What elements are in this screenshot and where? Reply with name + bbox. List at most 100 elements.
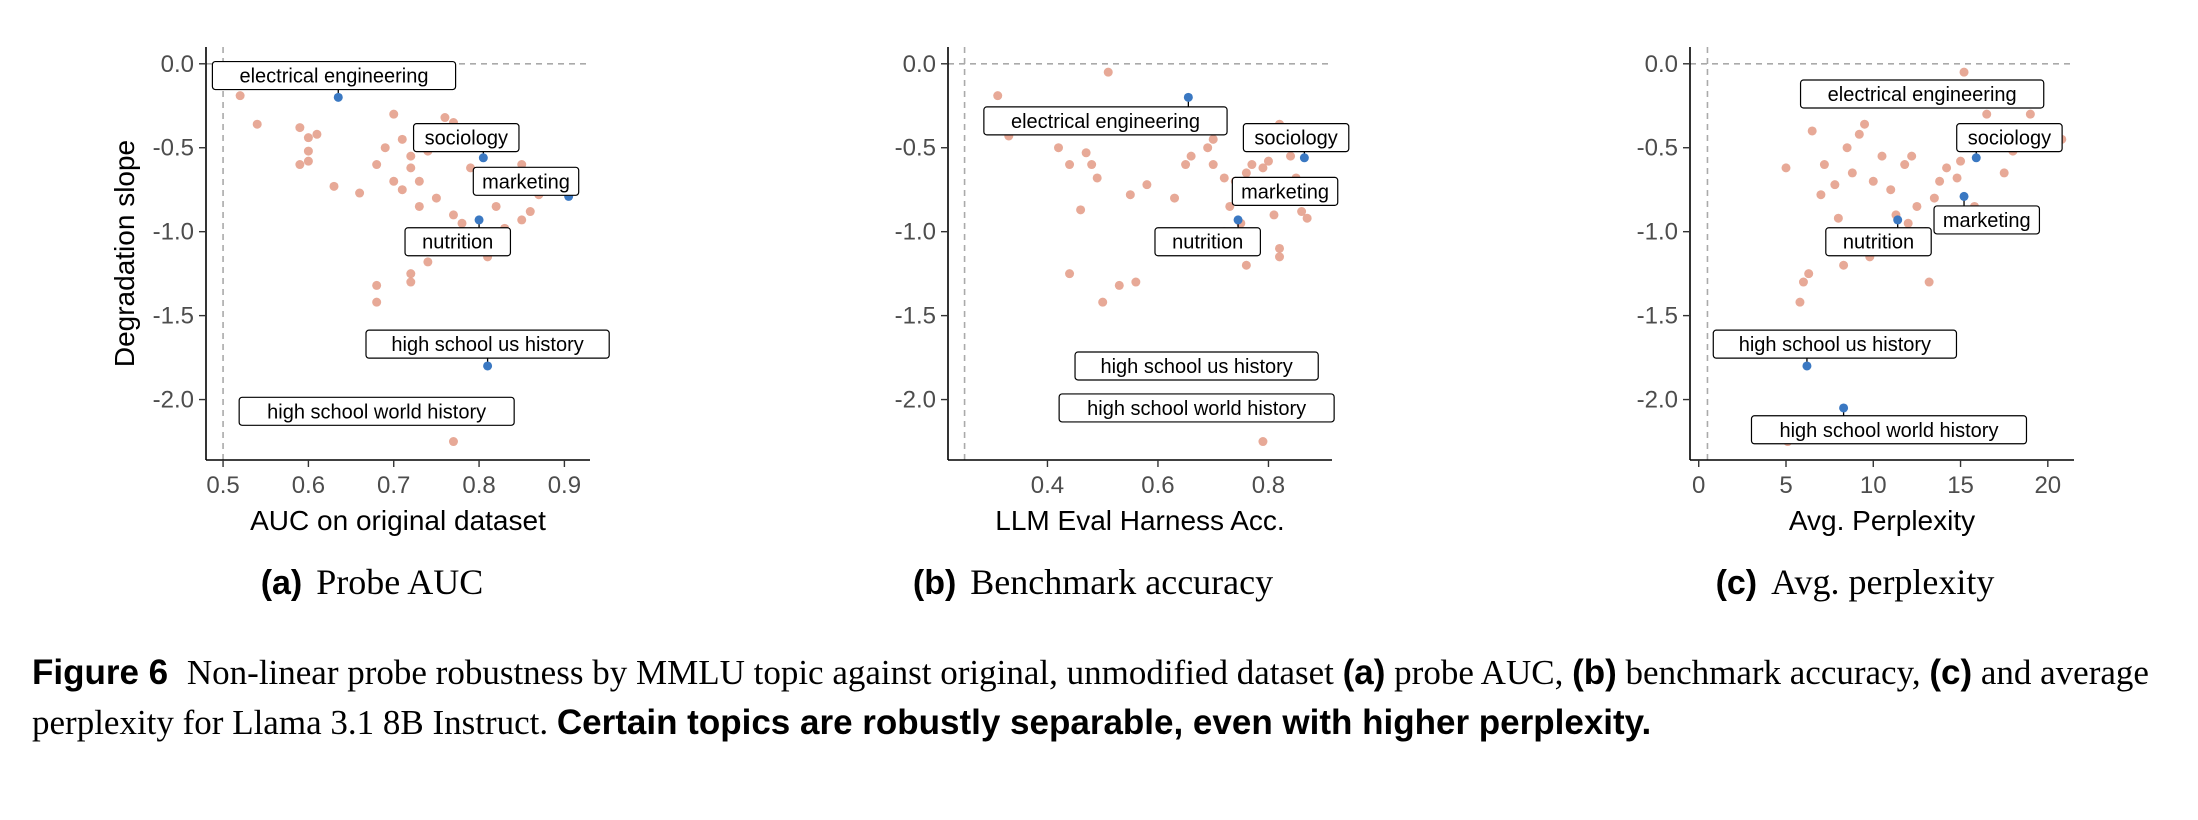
scatter-point bbox=[1258, 163, 1268, 173]
highlight-point bbox=[1299, 153, 1309, 163]
scatter-point bbox=[1286, 151, 1296, 161]
highlight-label-box bbox=[1956, 123, 2063, 153]
scatter-point bbox=[1816, 190, 1826, 200]
highlight-point bbox=[483, 361, 493, 371]
subcaption-letter: (a) bbox=[261, 564, 303, 602]
y-tick-label: -1.5 bbox=[1637, 303, 1678, 330]
x-tick-label: 15 bbox=[1947, 472, 1974, 499]
subcaption: (a) Probe AUC bbox=[261, 562, 484, 602]
y-tick-label: -1.0 bbox=[153, 219, 194, 246]
scatter-point bbox=[1819, 160, 1829, 170]
subcaption-letter: (b) bbox=[913, 564, 956, 602]
figure-caption: Figure 6 Non-linear probe robustness by … bbox=[32, 648, 2166, 748]
scatter-point bbox=[1275, 252, 1285, 262]
highlight-label: electrical engineering bbox=[1828, 84, 2017, 106]
y-tick-label: -0.5 bbox=[153, 135, 194, 162]
scatter-point bbox=[1952, 173, 1962, 183]
scatter-point bbox=[1877, 151, 1887, 161]
scatter-point bbox=[1935, 176, 1945, 186]
x-tick-label: 0.8 bbox=[1252, 472, 1285, 499]
scatter-point bbox=[1065, 160, 1075, 170]
scatter-point bbox=[252, 119, 262, 129]
highlight-label-box bbox=[983, 106, 1228, 136]
y-tick-label: -2.0 bbox=[153, 387, 194, 414]
highlight-label: high school us history bbox=[1100, 356, 1292, 378]
y-tick-label: -1.5 bbox=[895, 303, 936, 330]
scatter-point bbox=[1225, 201, 1235, 211]
y-tick-label: -0.5 bbox=[1637, 135, 1678, 162]
scatter-point bbox=[993, 91, 1003, 101]
highlight-label: high school us history bbox=[1739, 334, 1931, 356]
highlight-label: nutrition bbox=[1843, 232, 1914, 254]
scatter-point bbox=[414, 201, 424, 211]
scatter-point bbox=[1907, 151, 1917, 161]
highlight-label: high school world history bbox=[267, 401, 486, 423]
scatter-point bbox=[1924, 277, 1934, 287]
scatter-point bbox=[1065, 269, 1075, 279]
x-axis-title: LLM Eval Harness Acc. bbox=[995, 505, 1284, 536]
scatter-point bbox=[1170, 193, 1180, 203]
scatter-point bbox=[1868, 176, 1878, 186]
highlight-point bbox=[1802, 361, 1812, 371]
x-axis-title: AUC on original dataset bbox=[250, 505, 546, 536]
scatter-point bbox=[1886, 185, 1896, 195]
scatter-point bbox=[1076, 205, 1086, 215]
scatter-point bbox=[397, 134, 407, 144]
highlight-label-box bbox=[1750, 415, 2028, 445]
scatter-point bbox=[1275, 243, 1285, 253]
scatter-point bbox=[1247, 160, 1257, 170]
highlight-label: marketing bbox=[1943, 210, 2031, 232]
scatter-point bbox=[1103, 67, 1113, 77]
highlight-label: electrical engineering bbox=[239, 66, 428, 88]
highlight-label-box bbox=[1058, 393, 1335, 423]
scatter-point bbox=[1219, 173, 1229, 183]
highlight-point bbox=[478, 153, 488, 163]
scatter-point bbox=[1929, 193, 1939, 203]
highlight-label-box bbox=[1231, 176, 1339, 206]
scatter-point bbox=[1900, 160, 1910, 170]
y-tick-label: -1.5 bbox=[153, 303, 194, 330]
scatter-point bbox=[1842, 143, 1852, 153]
highlight-label: nutrition bbox=[1172, 232, 1243, 254]
scatter-point bbox=[1098, 297, 1108, 307]
scatter-point bbox=[389, 109, 399, 119]
scatter-point bbox=[1999, 168, 2009, 178]
highlight-label-box bbox=[1074, 351, 1319, 381]
subcaption-text: Benchmark accuracy bbox=[970, 562, 1273, 602]
highlight-label-box bbox=[365, 329, 610, 359]
x-tick-label: 0.4 bbox=[1031, 472, 1064, 499]
scatter-point bbox=[406, 163, 416, 173]
highlight-label: sociology bbox=[425, 128, 508, 150]
x-tick-label: 5 bbox=[1779, 472, 1792, 499]
highlight-label-box bbox=[412, 123, 520, 153]
scatter-point bbox=[1125, 190, 1135, 200]
x-tick-label: 0.8 bbox=[462, 472, 495, 499]
subcaption: (c) Avg. perplexity bbox=[1716, 562, 1995, 602]
scatter-point bbox=[1847, 168, 1857, 178]
scatter-point bbox=[372, 280, 382, 290]
scatter-point bbox=[525, 207, 535, 217]
scatter-point bbox=[1807, 126, 1817, 136]
y-tick-label: 0.0 bbox=[1645, 51, 1678, 78]
scatter-point bbox=[1982, 109, 1992, 119]
caption-part-a: (a) bbox=[1342, 653, 1386, 692]
x-tick-label: 0.5 bbox=[206, 472, 239, 499]
scatter-point bbox=[1795, 297, 1805, 307]
scatter-point bbox=[1142, 180, 1152, 190]
highlight-point bbox=[1893, 215, 1903, 225]
scatter-point bbox=[1092, 173, 1102, 183]
scatter-point bbox=[1208, 134, 1218, 144]
panel-b: 0.4 0.6 0.8 0.0 -0.5 -1.0 -1.5 -2.0 LLM Eval Har… bbox=[895, 47, 1350, 602]
scatter-point bbox=[303, 146, 313, 156]
scatter-point bbox=[380, 143, 390, 153]
scatter-point bbox=[295, 123, 305, 133]
scatter-point bbox=[517, 215, 527, 225]
scatter-point bbox=[1081, 148, 1091, 158]
scatter-point bbox=[303, 133, 313, 143]
highlight-point bbox=[1959, 191, 1969, 201]
highlight-label: sociology bbox=[1254, 128, 1337, 150]
scatter-point bbox=[235, 91, 245, 101]
caption-text-c: and average perplexity for Llama 3.1 8B … bbox=[32, 653, 2149, 742]
caption-text: Non-linear probe robustness by MMLU topi… bbox=[186, 653, 1334, 692]
scatter-point bbox=[1839, 260, 1849, 270]
